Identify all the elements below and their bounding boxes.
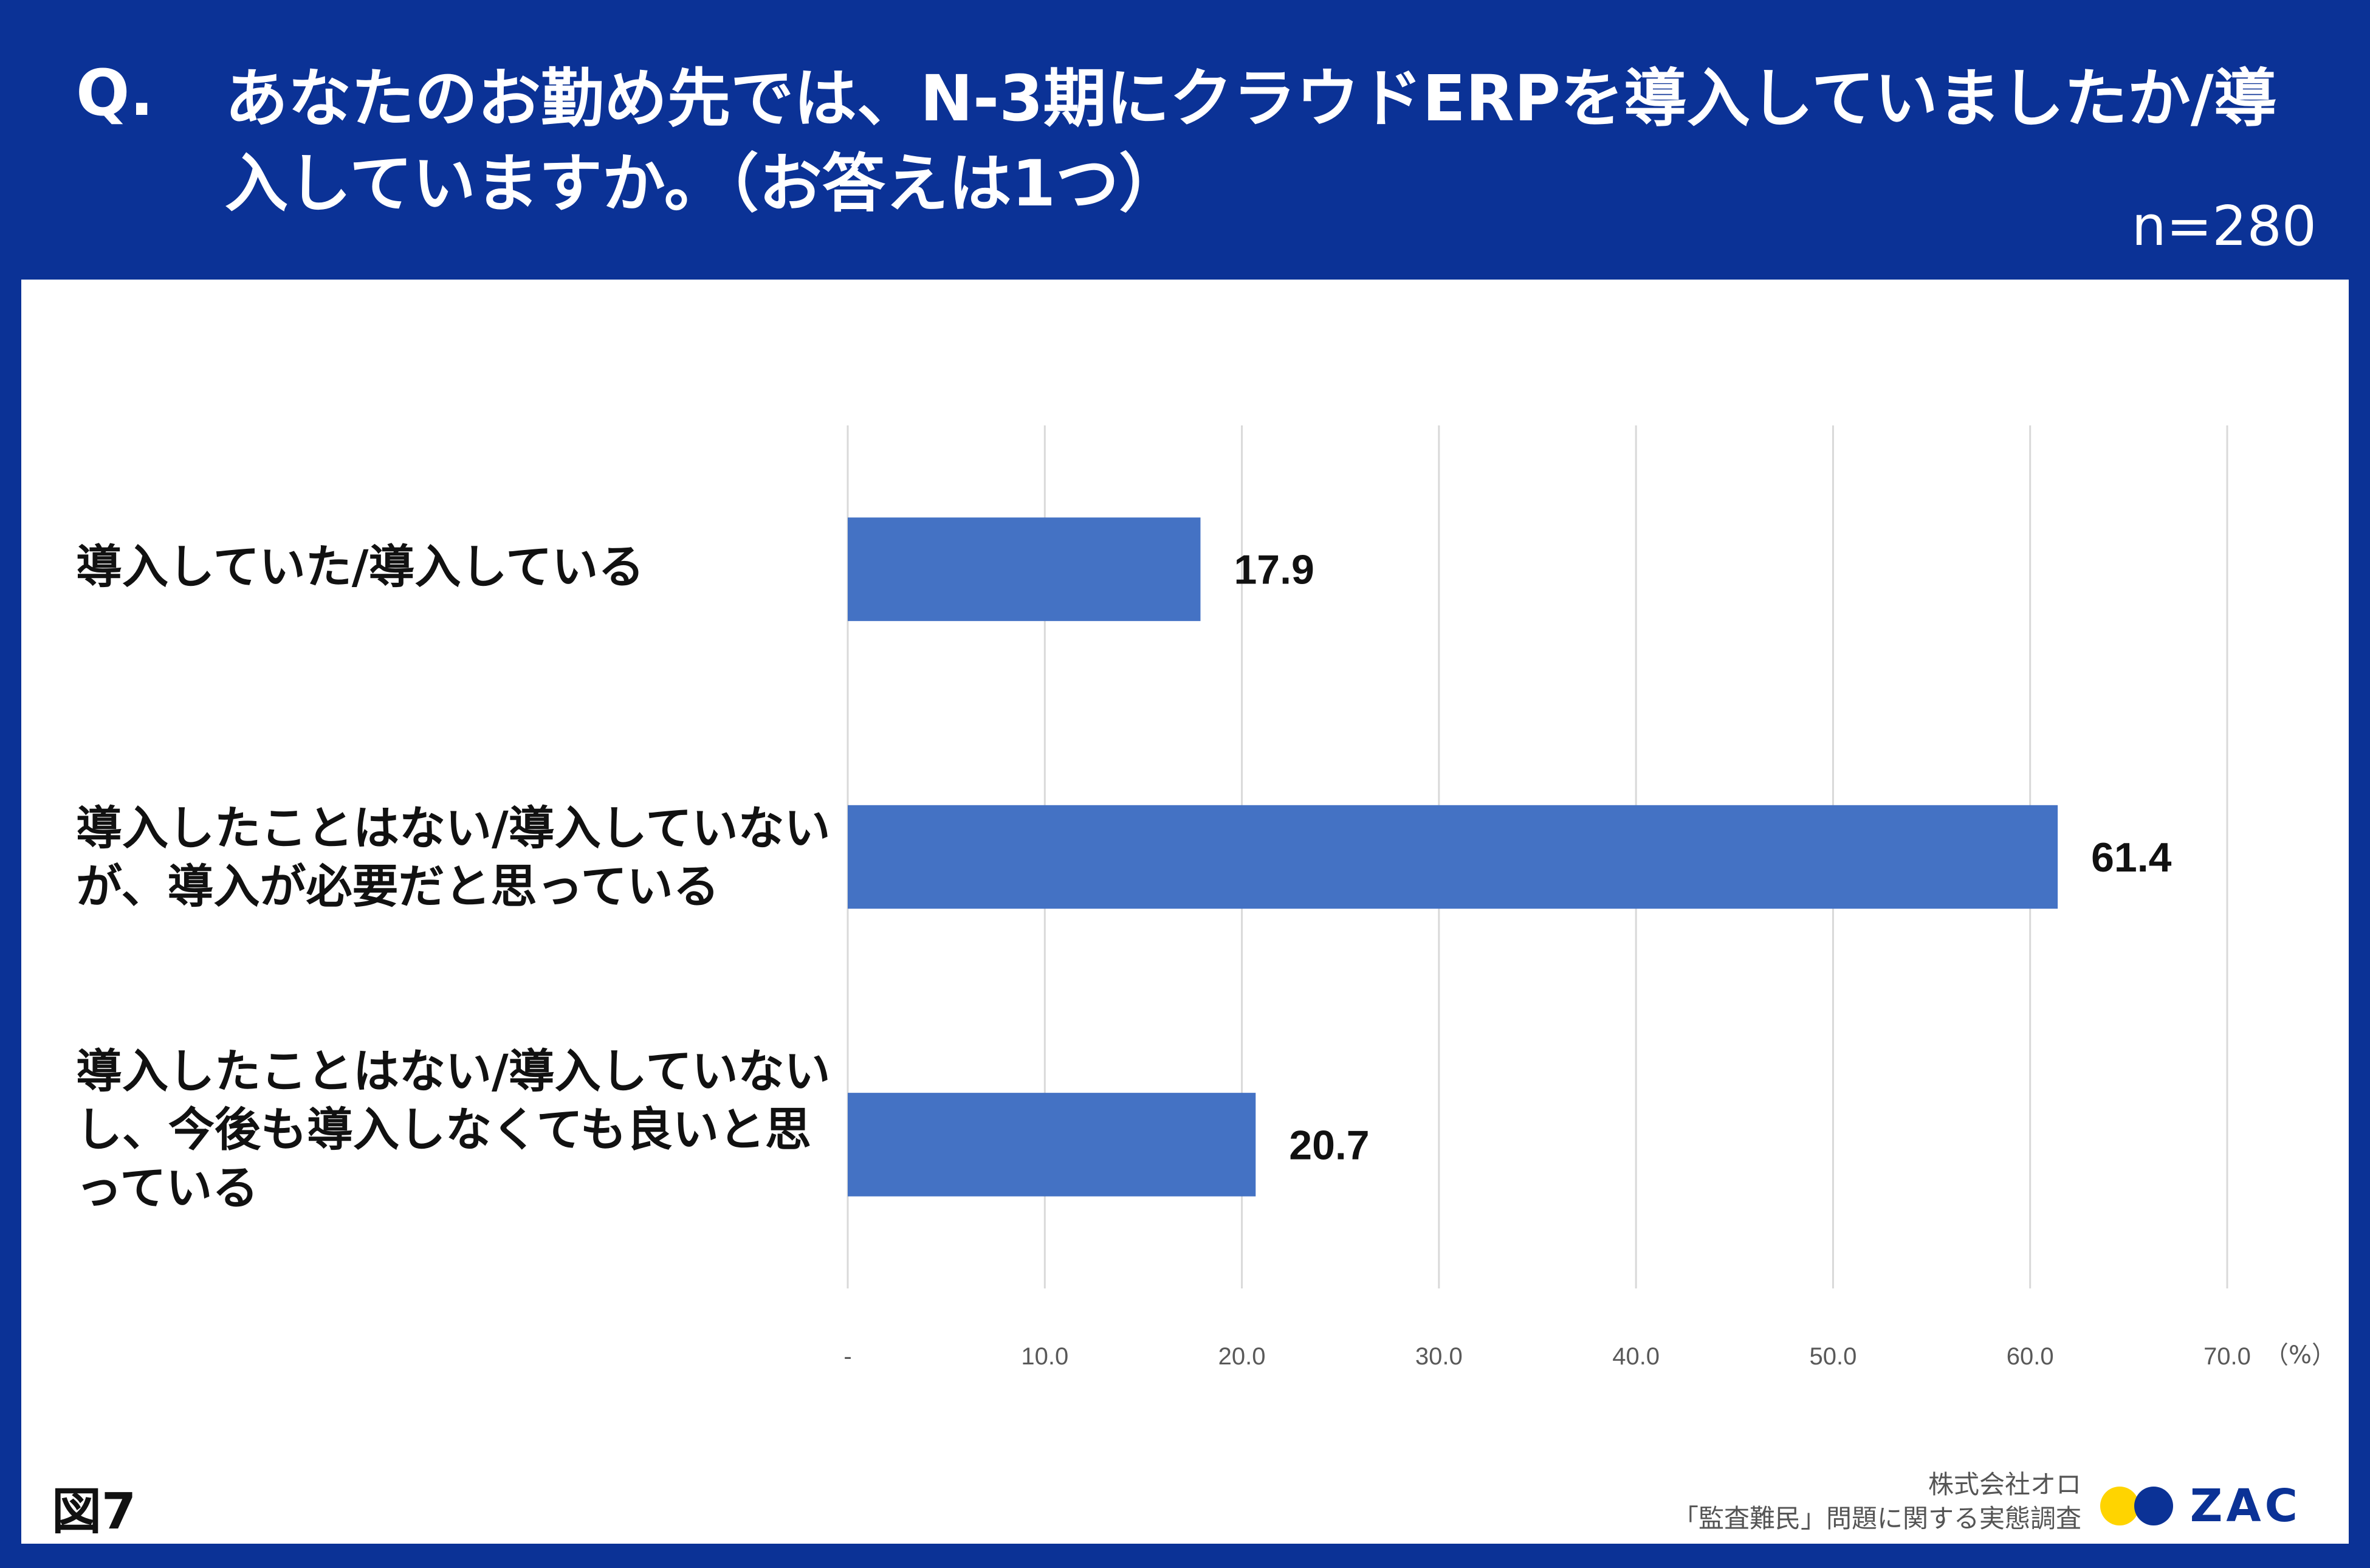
- x-tick-label-7: 70.0: [2203, 1343, 2251, 1370]
- chart-panel: - 10.0 20.0 30.0 40.0 50.0 60.0 70.0 （%） 17.9 61.4…: [21, 280, 2349, 1544]
- category-label-3: 導入したことはない/導入していないし、今後も導入しなくても良いと思っている: [76, 1044, 831, 1215]
- bar-2: [848, 805, 2058, 909]
- zac-logo: ZAC: [2100, 1480, 2301, 1532]
- sample-size: n=280: [2131, 194, 2317, 258]
- x-tick-label-1: 10.0: [1021, 1343, 1068, 1370]
- question-title: あなたのお勤め先では、N-3期にクラウドERPを導入していましたか/導入していま…: [225, 61, 2277, 221]
- x-tick-label-2: 20.0: [1218, 1343, 1266, 1370]
- footer-credit: 株式会社オロ 「監査難民」問題に関する実態調査: [1673, 1468, 2081, 1536]
- x-tick-label-4: 40.0: [1612, 1343, 1660, 1370]
- logo-text: ZAC: [2190, 1480, 2301, 1532]
- data-label-3: 20.7: [1289, 1122, 1369, 1168]
- data-label-1: 17.9: [1234, 547, 1314, 593]
- survey-title: 「監査難民」問題に関する実態調査: [1672, 1504, 2081, 1533]
- logo-yellow-dot: [2100, 1487, 2139, 1525]
- x-tick-label-5: 50.0: [1809, 1343, 1856, 1370]
- x-tick-label-3: 30.0: [1415, 1343, 1463, 1370]
- question-mark: Q.: [76, 56, 154, 130]
- data-label-2: 61.4: [2091, 834, 2172, 881]
- x-tick-label-6: 60.0: [2007, 1343, 2054, 1370]
- category-label-2: 導入したことはない/導入していないが、導入が必要だと思っている: [76, 801, 831, 913]
- company-name: 株式会社オロ: [1928, 1470, 2081, 1499]
- x-unit-label: （%）: [2264, 1341, 2336, 1369]
- logo-blue-dot: [2134, 1487, 2173, 1525]
- bar-chart: - 10.0 20.0 30.0 40.0 50.0 60.0 70.0 （%） 17.9 61.4…: [843, 425, 2336, 1370]
- category-label-1: 導入していた/導入している: [76, 540, 645, 594]
- figure-label: 図7: [52, 1483, 137, 1541]
- bar-3: [848, 1093, 1256, 1197]
- x-tick-label-0: -: [843, 1343, 851, 1370]
- bar-1: [848, 517, 1201, 621]
